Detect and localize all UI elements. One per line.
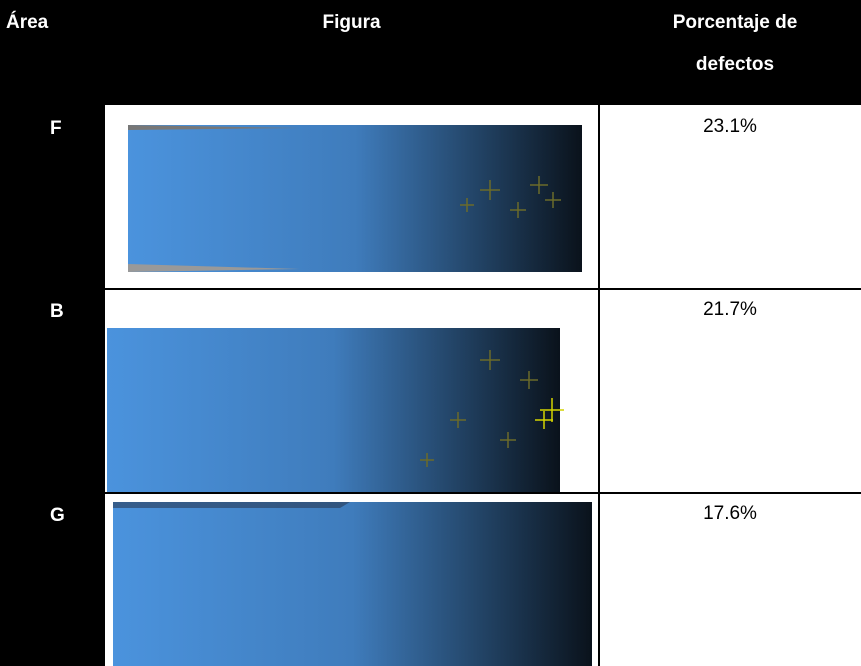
figure-b: [107, 328, 564, 492]
column-border: [598, 105, 600, 666]
row-border: [105, 492, 861, 494]
row-label: G: [50, 505, 65, 527]
figure-f: [128, 125, 582, 272]
row-border: [105, 288, 861, 290]
row-label: F: [50, 118, 62, 140]
row-label: B: [50, 301, 64, 323]
label-column: [0, 105, 105, 666]
header-figura: Figura: [105, 12, 598, 34]
row-value: 21.7%: [703, 299, 757, 320]
figure-g: [113, 502, 592, 666]
header-area: Área: [6, 12, 49, 34]
row-value: 17.6%: [703, 503, 757, 524]
header-porcentaje: Porcentaje de defectos: [640, 2, 830, 86]
row-value: 23.1%: [703, 116, 757, 137]
